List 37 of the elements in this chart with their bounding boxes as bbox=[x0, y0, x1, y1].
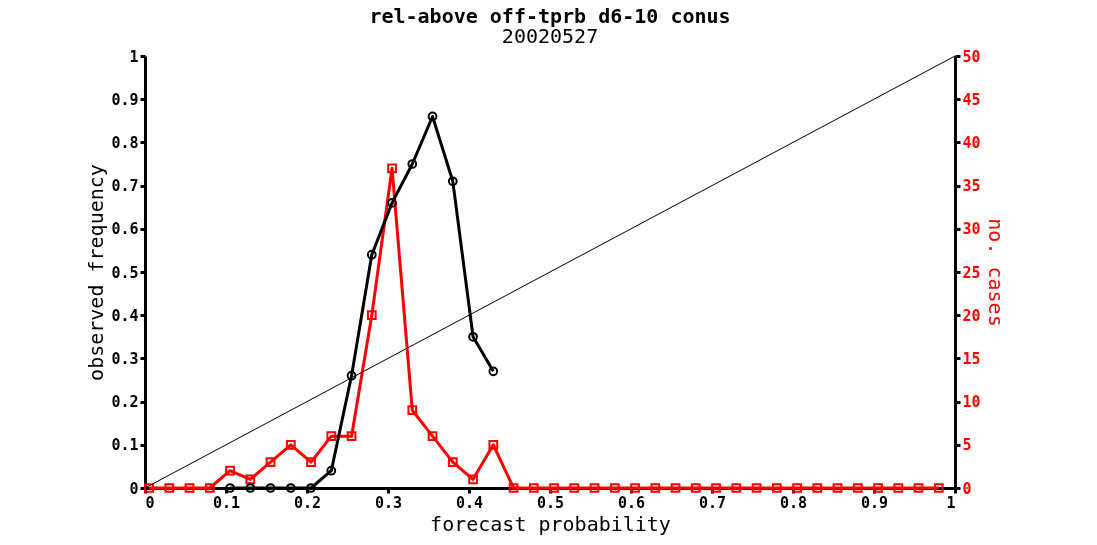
y-tick-label: 0.9 bbox=[111, 90, 139, 109]
x-tick-label: 0.1 bbox=[212, 493, 241, 512]
x-tick-label: 0.4 bbox=[455, 493, 484, 512]
y-axis-title: observed frequency bbox=[84, 164, 109, 381]
x-tick-label: 0.5 bbox=[536, 493, 565, 512]
y2-tick-label: 15 bbox=[962, 349, 981, 368]
y2-tick-label: 50 bbox=[962, 47, 981, 66]
y-tick-label: 0.5 bbox=[111, 263, 139, 282]
x-tick-label: 0.9 bbox=[860, 493, 889, 512]
y2-tick-label: 5 bbox=[962, 436, 972, 455]
y-tick-label: 0.7 bbox=[111, 177, 139, 196]
y2-tick-label: 35 bbox=[962, 177, 981, 196]
y2-tick-label: 20 bbox=[962, 306, 981, 325]
y-tick-label: 0.3 bbox=[111, 349, 139, 368]
x-tick-label: 1 bbox=[946, 493, 956, 512]
y-tick-label: 0.1 bbox=[111, 436, 139, 455]
x-tick-label: 0.6 bbox=[617, 493, 646, 512]
chart-title: rel-above off-tprb d6-10 conus bbox=[369, 4, 731, 28]
x-tick-label: 0 bbox=[145, 493, 155, 512]
x-tick-label: 0.2 bbox=[293, 493, 322, 512]
y-tick-label: 1 bbox=[129, 47, 139, 66]
x-tick-label: 0.3 bbox=[374, 493, 403, 512]
y-tick-label: 0.2 bbox=[111, 393, 139, 412]
y2-tick-label: 0 bbox=[962, 479, 972, 498]
y2-tick-label: 45 bbox=[962, 90, 981, 109]
y-tick-label: 0.4 bbox=[111, 306, 139, 325]
y2-tick-label: 30 bbox=[962, 220, 981, 239]
x-axis-title: forecast probability bbox=[430, 511, 671, 536]
y2-tick-label: 10 bbox=[962, 393, 981, 412]
y-tick-label: 0.8 bbox=[111, 133, 139, 152]
y-tick-label: 0.6 bbox=[111, 220, 139, 239]
x-tick-label: 0.8 bbox=[779, 493, 808, 512]
y2-tick-label: 25 bbox=[962, 263, 981, 282]
y2-axis-title: no. cases bbox=[983, 218, 1008, 327]
y2-tick-label: 40 bbox=[962, 133, 981, 152]
y-tick-label: 0 bbox=[129, 479, 139, 498]
x-tick-label: 0.7 bbox=[698, 493, 727, 512]
